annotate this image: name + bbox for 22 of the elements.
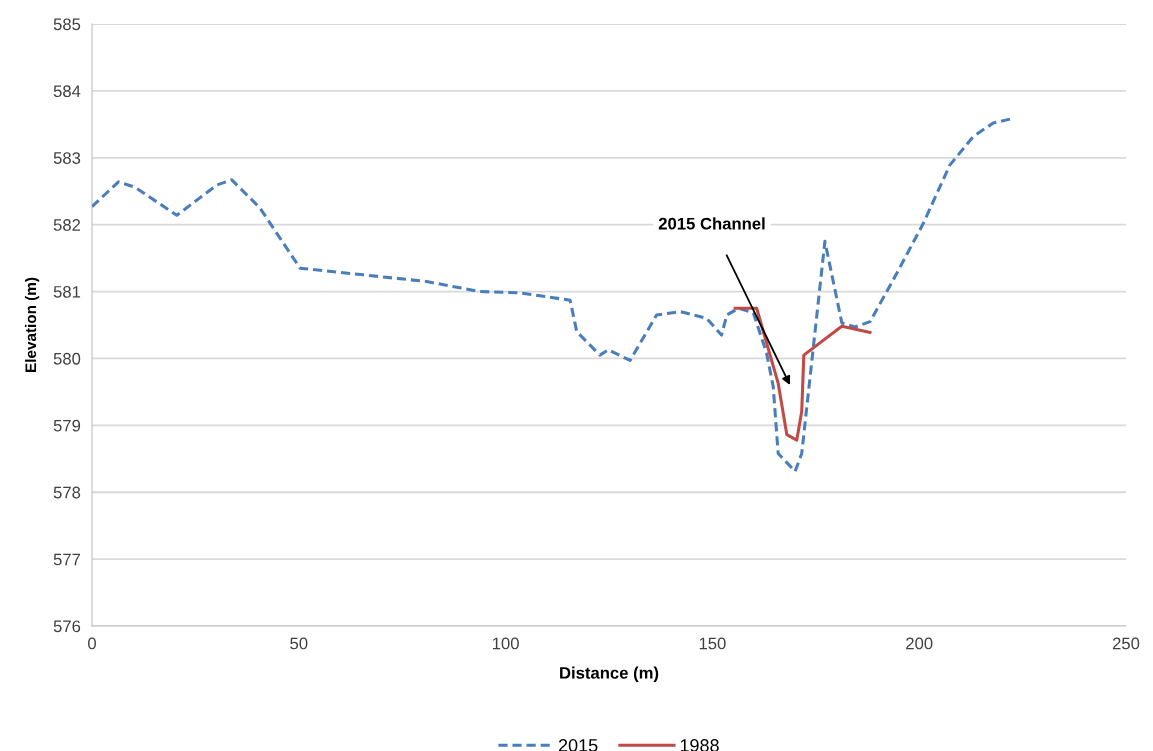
- x-axis-title: Distance (m): [560, 666, 659, 683]
- y-axis-title: Elevation (m): [24, 277, 40, 372]
- x-tick-label: 250: [1112, 637, 1140, 650]
- y-tick-label: 576: [53, 620, 81, 633]
- x-tick-label: 100: [492, 637, 519, 650]
- y-tick-label: 581: [53, 285, 81, 298]
- y-tick-label: 582: [53, 219, 81, 231]
- annotation: 2015 Channel: [658, 217, 765, 230]
- x-tick-label: 200: [906, 637, 933, 650]
- y-tick-label: 578: [53, 486, 81, 499]
- legend-label: 1988: [680, 739, 719, 751]
- y-tick-label: 583: [53, 152, 81, 164]
- y-tick-label: 579: [53, 419, 81, 432]
- y-tick-label: 585: [53, 18, 81, 31]
- x-tick-label: 150: [699, 637, 726, 650]
- y-tick-label: 577: [53, 553, 81, 566]
- x-tick-label: 0: [88, 637, 96, 650]
- x-tick-label: 50: [290, 637, 308, 650]
- line-series: [733, 306, 872, 442]
- y-tick-label: 584: [53, 85, 81, 98]
- y-tick-label: 580: [53, 352, 81, 365]
- legend-label: 2015: [558, 739, 598, 751]
